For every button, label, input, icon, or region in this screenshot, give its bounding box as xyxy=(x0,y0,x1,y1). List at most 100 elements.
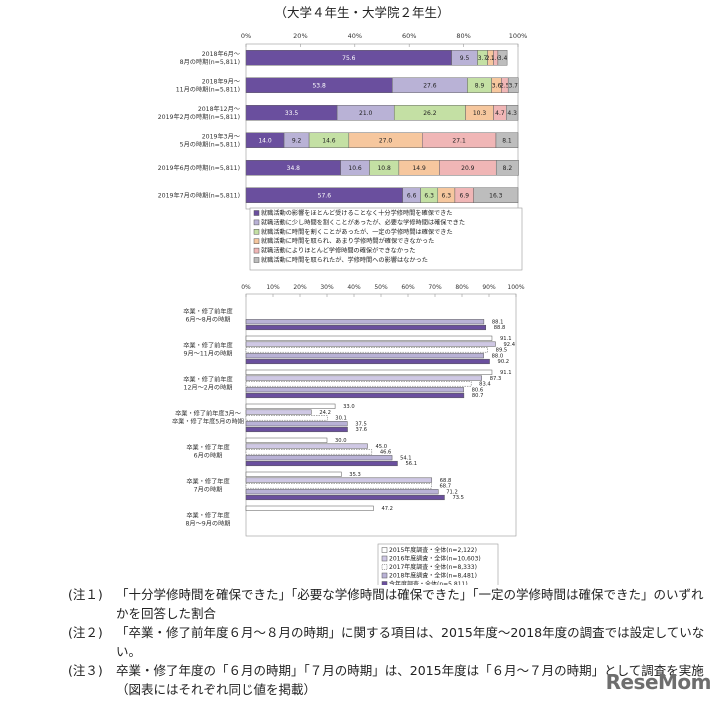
chart-2-bar xyxy=(245,505,374,511)
chart-2-bar xyxy=(245,387,464,393)
chart-2-data-label: 30.1 xyxy=(335,416,347,422)
note-1: (注１) 「十分学修時間を確保できた」「必要な学修時間は確保できた」「一定の学修… xyxy=(68,585,708,623)
chart-1-tick-label: 20% xyxy=(293,32,307,40)
chart-2-bar xyxy=(245,483,432,489)
chart-2-category-label: 卒業・修了年度 7月の時期 xyxy=(186,478,229,494)
chart-2-bar xyxy=(245,392,465,399)
chart-2-data-label: 47.2 xyxy=(381,506,393,512)
chart-2-tick-label: 20% xyxy=(293,284,307,291)
chart-2-data-label: 45.0 xyxy=(376,444,388,450)
chart-1-data-label: 6.6 xyxy=(407,193,417,200)
chart-2-data-label: 90.2 xyxy=(498,359,510,365)
chart-2-tick-label: 30% xyxy=(320,284,334,291)
chart-1-data-label: 8.2 xyxy=(503,165,513,172)
chart-2-data-label: 30.0 xyxy=(335,438,347,444)
chart-1-data-label: 2.5 xyxy=(500,83,510,90)
chart-1-category-label: 2018年9月～ 11月の時期(n=5,811) xyxy=(176,77,240,93)
chart-2-category-line: 7月の時期 xyxy=(194,486,223,494)
chart-1-data-label: 20.9 xyxy=(461,165,475,172)
chart-1-data-label: 3.4 xyxy=(498,55,508,62)
chart-2-bar xyxy=(245,477,433,483)
chart-2-category-label: 卒業・修了前年度3月～卒業・修了年度5月の時期 xyxy=(172,410,244,426)
chart-1-tick-label: 100% xyxy=(509,32,528,40)
chart-1-legend-label: 就職活動の影響をほとんど受けることなく十分学修時間を確保できた xyxy=(261,209,452,217)
chart-1-tick-label: 0% xyxy=(241,32,251,40)
chart-2-category-label: 卒業・修了年度 6月の時期 xyxy=(186,444,229,460)
chart-2-data-label: 91.1 xyxy=(500,370,512,376)
chart-1-bar-segment xyxy=(507,77,519,93)
chart-1-data-label: 9.5 xyxy=(460,55,470,62)
chart-1-category-line: 2018年6月～ xyxy=(202,50,240,58)
chart-1-data-label: 6.3 xyxy=(424,193,434,200)
chart-2-bar xyxy=(245,409,312,415)
chart-2-data-label: 35.3 xyxy=(349,472,361,478)
chart-1-legend-label: 就職活動によりほとんど学修時間の確保ができなかった xyxy=(261,247,415,255)
chart-1-legend-swatch xyxy=(253,210,260,216)
chart-1-category-label: 2019年6月の時期(n=5,811) xyxy=(158,164,240,172)
chart-2-legend-swatch xyxy=(381,564,388,570)
chart-2-category-line: 卒業・修了前年度 xyxy=(183,308,233,316)
chart-1-data-label: 3.6 xyxy=(492,83,502,90)
chart-1-bar-segment xyxy=(497,50,508,66)
chart-1-legend-swatch xyxy=(253,247,260,254)
chart-2-tick-label: 100% xyxy=(507,284,524,291)
chart-2-bar xyxy=(245,347,488,353)
chart-2-data-label: 87.3 xyxy=(490,376,502,382)
chart-2-data-label: 89.5 xyxy=(496,348,508,354)
chart-1-data-label: 26.2 xyxy=(423,110,437,117)
chart-1-category-label: 2019年3月～ 5月の時期(n=5,811) xyxy=(180,132,240,148)
chart-1-data-label: 33.5 xyxy=(285,110,299,117)
chart-2-category-line: 12月～2月の時期 xyxy=(184,384,233,392)
chart-2-legend-swatch xyxy=(381,555,388,562)
chart-1-tick-label: 40% xyxy=(348,32,362,40)
chart-2-data-label: 54.1 xyxy=(400,455,412,461)
chart-1-data-label: 1.6 xyxy=(491,55,501,62)
chart-2-legend-box xyxy=(377,543,499,585)
chart-2-bar xyxy=(245,471,342,477)
chart-2-bar xyxy=(245,494,445,501)
note-3-tag: (注３) xyxy=(68,663,103,678)
chart-2-legend-swatch xyxy=(381,547,388,553)
chart-2-data-label: 92.4 xyxy=(503,342,515,348)
chart-2-data-label: 83.4 xyxy=(479,382,491,388)
chart-2-category-line: 卒業・修了年度 xyxy=(186,478,229,486)
note-2-text: 「卒業・修了前年度６月～８月の時期」に関する項目は、2015年度～2018年度の… xyxy=(116,625,705,659)
chart-1-legend-label: 就職活動に時間を割くことがあったが、一定の学修時間は確保できた xyxy=(261,228,453,236)
chart-1-category-label: 2019年7月の時期(n=5,811) xyxy=(158,191,240,199)
chart-2-tick-label: 50% xyxy=(374,284,388,291)
chart-2-category-label: 卒業・修了前年度 9月～11月の時期 xyxy=(183,342,233,358)
chart-2-category-line: 卒業・修了前年度 xyxy=(183,376,233,384)
chart-2-tick-label: 80% xyxy=(455,284,469,291)
chart-1-bar-segment xyxy=(495,132,519,148)
chart-1-title: （大学４年生・大学院２年生） xyxy=(274,5,449,20)
chart-2-bar xyxy=(245,381,472,387)
note-3: (注３) 卒業・修了年度の「６月の時期」「７月の時期」は、2015年度は「６月～… xyxy=(68,661,708,699)
chart-1-frame xyxy=(245,43,519,210)
chart-2-category-line: 卒業・修了年度 xyxy=(186,512,229,520)
chart-2-data-label: 68.8 xyxy=(440,478,452,484)
chart-2-bar xyxy=(245,455,393,461)
chart-2-tick-label: 0% xyxy=(241,284,251,291)
grouped-bar-chart: 0% 10% 20% 30% 40% 50% 60% 70% 80% 90% 100% 卒業・修了前年… xyxy=(172,284,525,585)
chart-1-legend-swatch xyxy=(253,219,260,226)
chart-2-bar xyxy=(245,369,493,375)
chart-1-legend-label: 就職活動に時間を取られたが、学修時間への影響はなかった xyxy=(261,256,428,264)
chart-1-data-label: 4.7 xyxy=(495,110,505,117)
chart-1-data-label: 16.3 xyxy=(489,193,503,200)
chart-1-category-line: 2018年12月～ xyxy=(198,105,240,113)
chart-2-data-label: 88.0 xyxy=(492,353,504,359)
chart-2-data-label: 37.6 xyxy=(356,427,368,433)
chart-2-legend-label: 2016年度調査・全体(n=10,603) xyxy=(389,555,481,563)
chart-1-category-label: 2018年12月～ 2019年2月の時期(n=5,811) xyxy=(158,105,240,121)
chart-1-data-label: 10.8 xyxy=(377,165,391,172)
chart-2-bar xyxy=(245,375,482,381)
chart-1-legend-box xyxy=(249,207,523,271)
chart-2-data-label: 68.7 xyxy=(439,484,451,490)
chart-1-category-line: 2019年7月の時期(n=5,811) xyxy=(158,191,240,199)
chart-1-data-label: 4.3 xyxy=(507,110,517,117)
chart-2-legend-label: 2015年度調査・全体(n=2,122) xyxy=(389,546,477,554)
chart-1-data-label: 27.1 xyxy=(452,138,466,145)
chart-1-legend-swatch xyxy=(253,238,260,244)
chart-1-data-label: 8.9 xyxy=(475,83,485,90)
chart-1-category-line: 2019年6月の時期(n=5,811) xyxy=(158,164,240,172)
